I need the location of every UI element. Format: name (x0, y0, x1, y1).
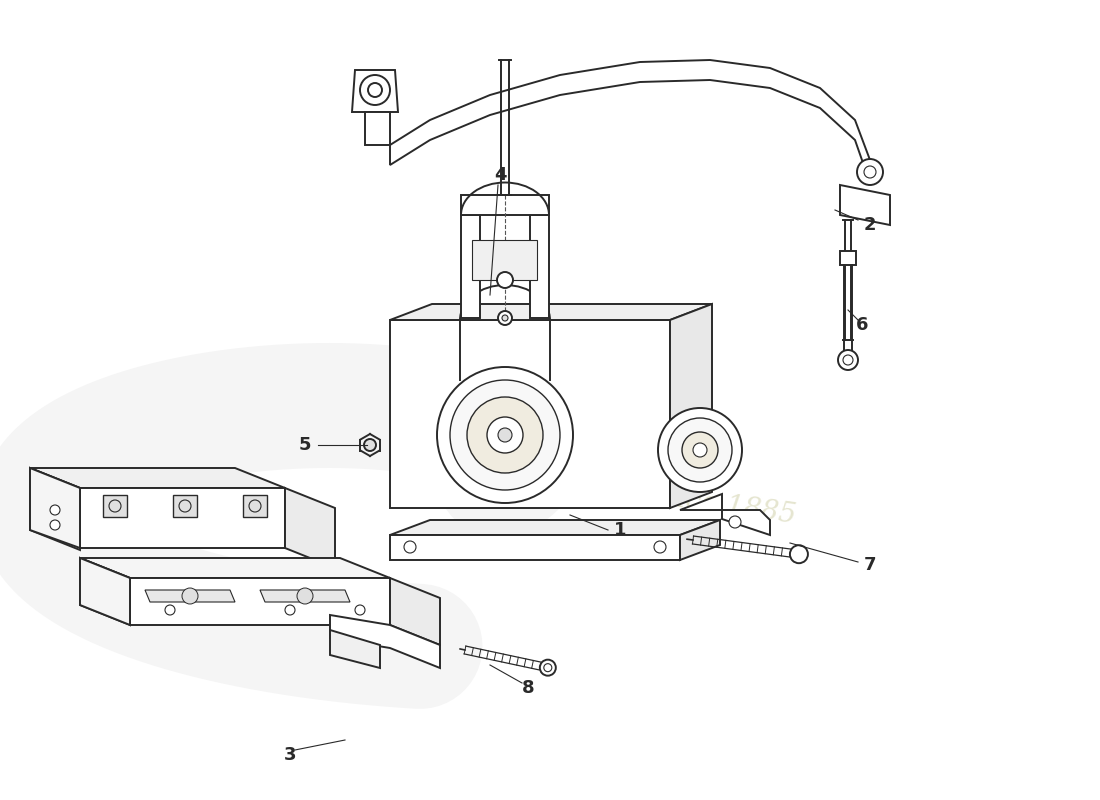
Circle shape (364, 439, 376, 451)
Polygon shape (30, 468, 80, 550)
Circle shape (864, 166, 876, 178)
Circle shape (658, 408, 742, 492)
Text: 7: 7 (864, 556, 877, 574)
Polygon shape (243, 495, 267, 517)
Circle shape (50, 520, 60, 530)
Polygon shape (390, 520, 720, 535)
Text: auto: auto (614, 424, 706, 466)
Circle shape (543, 664, 552, 672)
Polygon shape (103, 495, 127, 517)
Text: 2: 2 (864, 216, 877, 234)
Circle shape (498, 311, 512, 325)
Circle shape (179, 500, 191, 512)
Polygon shape (670, 304, 712, 508)
Circle shape (838, 350, 858, 370)
Polygon shape (461, 195, 549, 215)
Circle shape (404, 541, 416, 553)
Polygon shape (390, 304, 712, 320)
Polygon shape (680, 494, 770, 535)
Polygon shape (840, 185, 890, 225)
Polygon shape (285, 488, 336, 568)
Circle shape (450, 380, 560, 490)
Circle shape (165, 605, 175, 615)
Circle shape (790, 545, 807, 563)
Polygon shape (80, 488, 285, 548)
Text: 3: 3 (284, 746, 296, 764)
Polygon shape (30, 468, 285, 488)
Polygon shape (530, 215, 549, 318)
Circle shape (693, 443, 707, 457)
Text: since 1885: since 1885 (642, 481, 798, 529)
Polygon shape (840, 251, 856, 265)
Polygon shape (365, 112, 390, 145)
Polygon shape (390, 60, 870, 183)
Polygon shape (80, 558, 130, 625)
Circle shape (843, 355, 852, 365)
Polygon shape (390, 535, 680, 560)
Circle shape (729, 516, 741, 528)
Text: 4: 4 (494, 166, 506, 184)
Text: 6: 6 (856, 316, 868, 334)
Text: 1: 1 (614, 521, 626, 539)
Polygon shape (330, 630, 380, 668)
Text: 8: 8 (521, 679, 535, 697)
Polygon shape (260, 590, 350, 602)
Polygon shape (352, 70, 398, 112)
Text: for: for (674, 458, 726, 492)
Polygon shape (80, 558, 130, 625)
Circle shape (50, 505, 60, 515)
Text: 5: 5 (299, 436, 311, 454)
Circle shape (498, 428, 512, 442)
Circle shape (437, 367, 573, 503)
Polygon shape (173, 495, 197, 517)
Polygon shape (680, 520, 720, 560)
Circle shape (355, 605, 365, 615)
Circle shape (654, 541, 666, 553)
Circle shape (109, 500, 121, 512)
Polygon shape (30, 468, 80, 548)
Circle shape (487, 417, 522, 453)
Circle shape (497, 272, 513, 288)
Circle shape (360, 75, 390, 105)
Circle shape (368, 83, 382, 97)
Circle shape (285, 605, 295, 615)
Circle shape (182, 588, 198, 604)
Polygon shape (472, 240, 537, 280)
Circle shape (540, 660, 556, 676)
Circle shape (297, 588, 313, 604)
Polygon shape (461, 215, 480, 318)
Circle shape (857, 159, 883, 185)
Polygon shape (80, 558, 390, 578)
Circle shape (668, 418, 732, 482)
Circle shape (502, 315, 508, 321)
Circle shape (468, 397, 543, 473)
Circle shape (249, 500, 261, 512)
Polygon shape (390, 320, 670, 508)
Polygon shape (390, 578, 440, 645)
Polygon shape (145, 590, 235, 602)
Circle shape (682, 432, 718, 468)
Polygon shape (130, 578, 390, 625)
Polygon shape (330, 615, 440, 668)
